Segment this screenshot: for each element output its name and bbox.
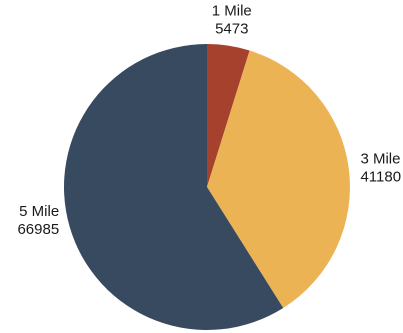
pie-slice-5-mile — [63, 44, 284, 330]
slice-value-5-mile: 66985 — [17, 221, 59, 238]
slice-value-1-mile: 5473 — [215, 21, 248, 38]
slice-label-3-mile: 3 Mile — [360, 150, 400, 167]
slice-label-5-mile: 5 Mile — [19, 203, 59, 220]
pie-slice-1-mile — [207, 44, 250, 187]
pie-slice-3-mile — [207, 50, 350, 308]
slice-value-3-mile: 41180 — [360, 168, 401, 185]
slice-label-1-mile: 1 Mile — [212, 3, 252, 20]
